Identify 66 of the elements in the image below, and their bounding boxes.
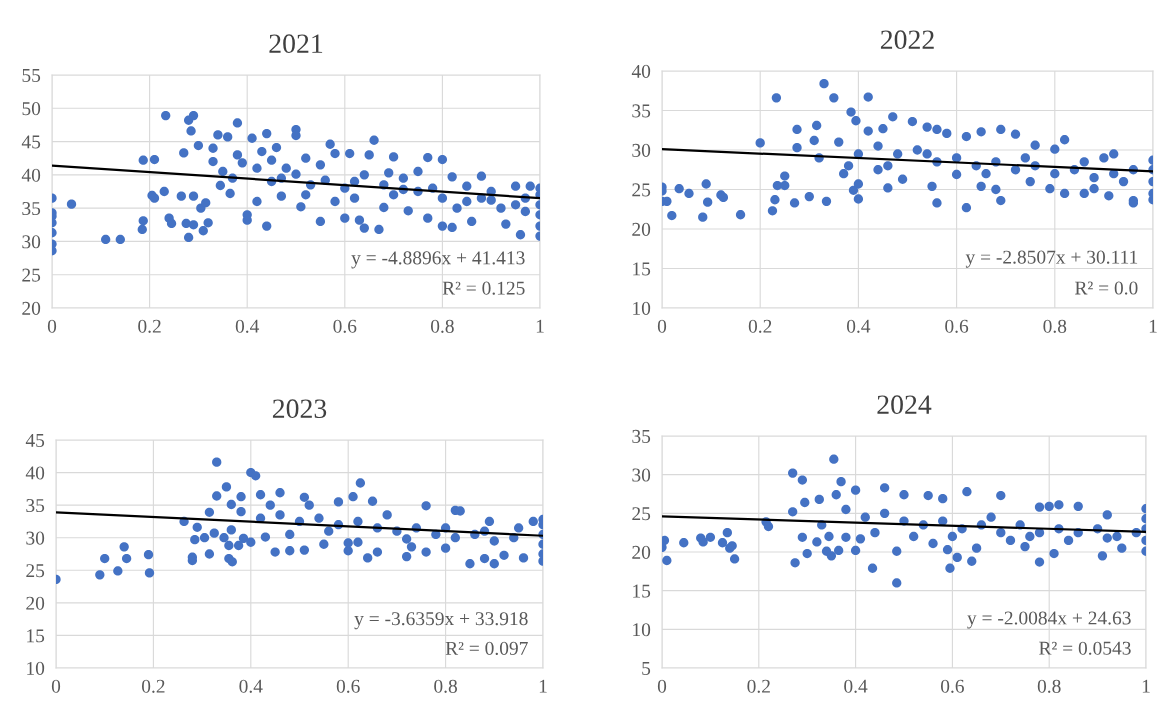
x-tick-label: 0.8	[430, 319, 454, 333]
x-tick-label: 0.6	[336, 679, 360, 693]
x-tick-label: 0.6	[333, 319, 357, 333]
y-tick-label: 30	[26, 531, 45, 545]
y-tick-label: 40	[25, 466, 45, 480]
x-tick-label: 1	[539, 679, 547, 693]
y-tick-label: 40	[21, 168, 41, 182]
y-tick-label: 20	[632, 222, 651, 236]
y-tick-label: 5	[642, 662, 651, 675]
annotation: R² = 0.0543	[1039, 641, 1131, 655]
y-tick-label: 35	[22, 202, 41, 216]
y-tick-label: 50	[22, 102, 41, 116]
x-tick-label: 0.4	[235, 319, 260, 333]
y-tick-label: 25	[632, 507, 651, 521]
x-tick-label: 0.2	[138, 319, 161, 333]
annotation: R² = 0.125	[442, 281, 525, 295]
x-tick-label: 0.8	[1037, 679, 1061, 693]
y-tick-label: 25	[26, 564, 45, 578]
x-tick-label: 0.2	[748, 319, 772, 333]
x-tick-label: 0.4	[846, 319, 871, 333]
y-tick-label: 35	[26, 499, 45, 513]
x-tick-label: 0.6	[945, 319, 969, 333]
x-tick-label: 0	[657, 679, 667, 693]
x-tick-label: 0.8	[434, 679, 458, 693]
y-tick-label: 35	[632, 429, 651, 443]
y-tick-label: 15	[27, 629, 45, 643]
y-tick-label: 10	[27, 661, 45, 675]
annotation: y = -2.0084x + 24.63	[967, 611, 1131, 629]
y-tick-label: 20	[632, 545, 651, 559]
y-tick-label: 30	[632, 468, 651, 482]
chart-title: 2021	[269, 34, 323, 54]
y-tick-label: 15	[633, 584, 651, 598]
annotation: y = -3.6359x + 33.918	[354, 612, 528, 630]
y-tick-label: 25	[22, 268, 41, 282]
chart-title: 2024	[877, 395, 932, 415]
y-tick-label: 40	[631, 64, 651, 78]
chart-title: 2022	[880, 30, 934, 50]
x-tick-label: 1	[1142, 679, 1150, 693]
x-tick-label: 0	[657, 319, 667, 333]
y-tick-label: 55	[22, 69, 41, 82]
x-tick-label: 0.8	[1043, 319, 1067, 333]
x-tick-label: 0.4	[844, 679, 868, 693]
chart-title: 2023	[272, 399, 327, 419]
x-tick-label: 0.2	[141, 679, 165, 693]
x-tick-label: 1	[1149, 319, 1157, 333]
annotation: R² = 0.097	[445, 641, 528, 656]
y-tick-label: 15	[633, 262, 651, 276]
annotation: y = -4.8896x + 41.413	[351, 251, 525, 269]
annotation: R² = 0.0	[1075, 281, 1138, 295]
x-tick-label: 0	[47, 319, 57, 333]
y-tick-label: 30	[632, 143, 651, 157]
y-tick-label: 20	[26, 596, 45, 610]
x-tick-label: 0	[51, 679, 61, 693]
x-tick-label: 1	[536, 319, 544, 333]
y-tick-label: 25	[632, 183, 651, 197]
y-tick-label: 10	[633, 301, 651, 315]
y-tick-label: 10	[633, 623, 651, 637]
x-tick-label: 0.2	[747, 679, 770, 693]
annotation: y = -2.8507x + 30.111	[965, 250, 1138, 268]
y-tick-label: 35	[632, 104, 651, 118]
y-tick-label: 45	[21, 135, 41, 149]
y-tick-label: 45	[25, 433, 45, 447]
x-tick-label: 0.6	[940, 679, 964, 693]
y-tick-label: 30	[22, 235, 41, 249]
y-tick-label: 20	[22, 301, 41, 315]
x-tick-label: 0.4	[239, 679, 263, 693]
